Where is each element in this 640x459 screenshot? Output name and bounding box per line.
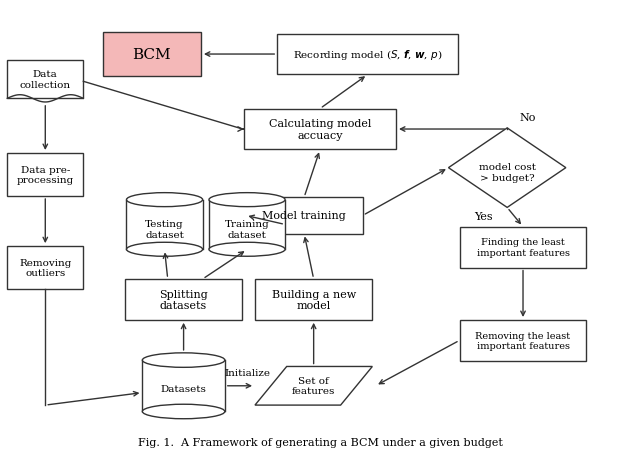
Ellipse shape xyxy=(142,404,225,419)
Text: Recording model ($S$, $\bfit{f}$, $\bfit{w}$, $p$): Recording model ($S$, $\bfit{f}$, $\bfit… xyxy=(293,48,442,62)
Text: No: No xyxy=(519,112,536,122)
Bar xyxy=(277,34,458,75)
Text: Fig. 1.  A Framework of generating a BCM under a given budget: Fig. 1. A Framework of generating a BCM … xyxy=(138,437,502,447)
Text: Removing
outliers: Removing outliers xyxy=(19,258,72,278)
Polygon shape xyxy=(449,129,566,208)
Bar xyxy=(7,154,83,196)
Text: Calculating model
accuacy: Calculating model accuacy xyxy=(269,119,371,140)
Text: Training
dataset: Training dataset xyxy=(225,220,269,239)
Ellipse shape xyxy=(209,243,285,257)
Text: model cost
> budget?: model cost > budget? xyxy=(479,163,536,183)
Bar xyxy=(244,109,396,150)
Text: Removing the least
important features: Removing the least important features xyxy=(476,331,571,350)
Bar xyxy=(142,360,225,412)
Text: Finding the least
important features: Finding the least important features xyxy=(477,238,570,257)
Text: Model training: Model training xyxy=(262,211,346,221)
Bar xyxy=(246,198,363,234)
Bar xyxy=(209,200,285,250)
Text: Initialize: Initialize xyxy=(225,368,271,377)
Text: Building a new
model: Building a new model xyxy=(271,289,356,311)
Bar xyxy=(460,320,586,361)
Text: Testing
dataset: Testing dataset xyxy=(145,220,184,239)
Ellipse shape xyxy=(209,193,285,207)
Ellipse shape xyxy=(127,193,203,207)
Bar xyxy=(7,61,83,99)
Bar xyxy=(255,280,372,320)
Text: Splitting
datasets: Splitting datasets xyxy=(159,289,208,311)
Bar xyxy=(125,280,243,320)
Text: Data
collection: Data collection xyxy=(20,70,71,90)
Polygon shape xyxy=(255,367,372,405)
Text: BCM: BCM xyxy=(132,48,171,62)
Bar xyxy=(102,34,201,77)
Bar xyxy=(127,200,203,250)
Text: Yes: Yes xyxy=(474,211,492,221)
Text: Data pre-
processing: Data pre- processing xyxy=(17,165,74,185)
Text: Datasets: Datasets xyxy=(161,384,207,393)
Ellipse shape xyxy=(142,353,225,368)
Ellipse shape xyxy=(127,243,203,257)
Bar xyxy=(460,227,586,268)
Bar xyxy=(7,246,83,290)
Text: Set of
features: Set of features xyxy=(292,376,335,396)
